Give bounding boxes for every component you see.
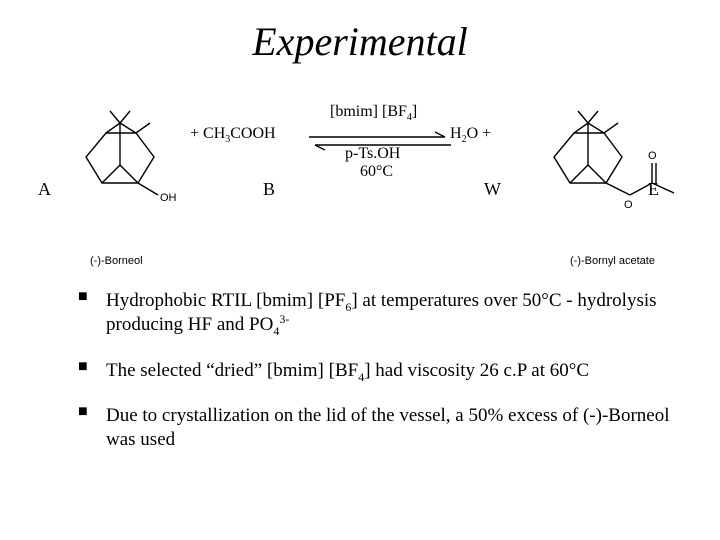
molecule-bornyl-acetate: O O	[540, 105, 690, 225]
ester-o-label: O	[624, 199, 633, 211]
slide: Experimental OH	[0, 0, 720, 540]
bullet-item: Due to crystallization on the lid of the…	[78, 404, 670, 452]
bullet-list: Hydrophobic RTIL [bmim] [PF6] at tempera…	[78, 289, 670, 452]
oh-label: OH	[160, 192, 177, 204]
bullet-item: Hydrophobic RTIL [bmim] [PF6] at tempera…	[78, 289, 670, 337]
carbonyl-o-label: O	[648, 150, 657, 162]
bullet-item: The selected “dried” [bmim] [BF4] had vi…	[78, 359, 670, 383]
solvent-label: [bmim] [BF4]	[330, 103, 417, 121]
caption-borneol: (-)-Borneol	[90, 255, 143, 267]
label-B: B	[263, 179, 275, 200]
label-A: A	[38, 179, 51, 200]
label-E: E	[648, 179, 659, 200]
catalyst-ptsoh: p-Ts.OH	[345, 145, 400, 163]
caption-bornyl-acetate: (-)-Bornyl acetate	[570, 255, 655, 267]
reagent-acetic-acid: + CH3COOH	[190, 125, 276, 143]
molecule-borneol: OH	[72, 105, 182, 215]
temperature: 60°C	[360, 163, 393, 181]
slide-title: Experimental	[28, 18, 692, 65]
label-W: W	[484, 179, 501, 200]
byproduct-water: H2O +	[450, 125, 491, 143]
reaction-scheme: OH O O	[30, 93, 690, 273]
